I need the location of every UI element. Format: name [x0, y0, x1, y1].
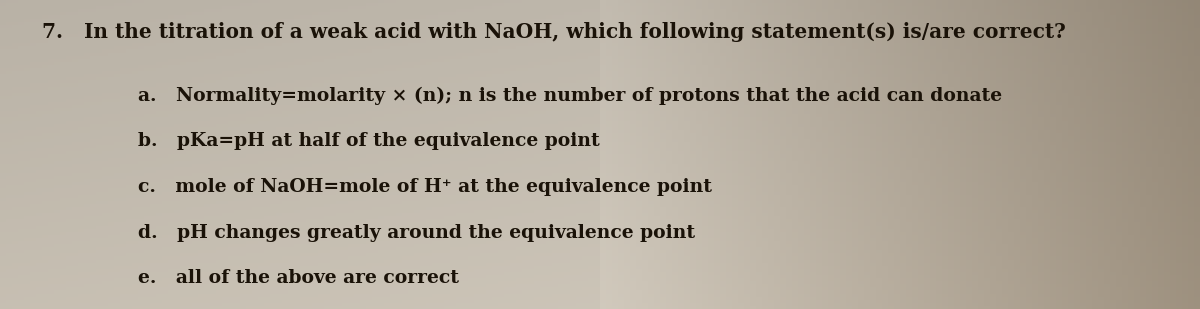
Text: b.   pKa=pH at half of the equivalence point: b. pKa=pH at half of the equivalence poi…: [138, 132, 600, 150]
Text: 7.   In the titration of a weak acid with NaOH, which following statement(s) is/: 7. In the titration of a weak acid with …: [42, 22, 1066, 42]
Text: c.   mole of NaOH=mole of H⁺ at the equivalence point: c. mole of NaOH=mole of H⁺ at the equiva…: [138, 178, 712, 196]
Text: d.   pH changes greatly around the equivalence point: d. pH changes greatly around the equival…: [138, 224, 695, 242]
Text: e.   all of the above are correct: e. all of the above are correct: [138, 269, 458, 287]
Text: a.   Normality=molarity × (n); n is the number of protons that the acid can dona: a. Normality=molarity × (n); n is the nu…: [138, 87, 1002, 105]
